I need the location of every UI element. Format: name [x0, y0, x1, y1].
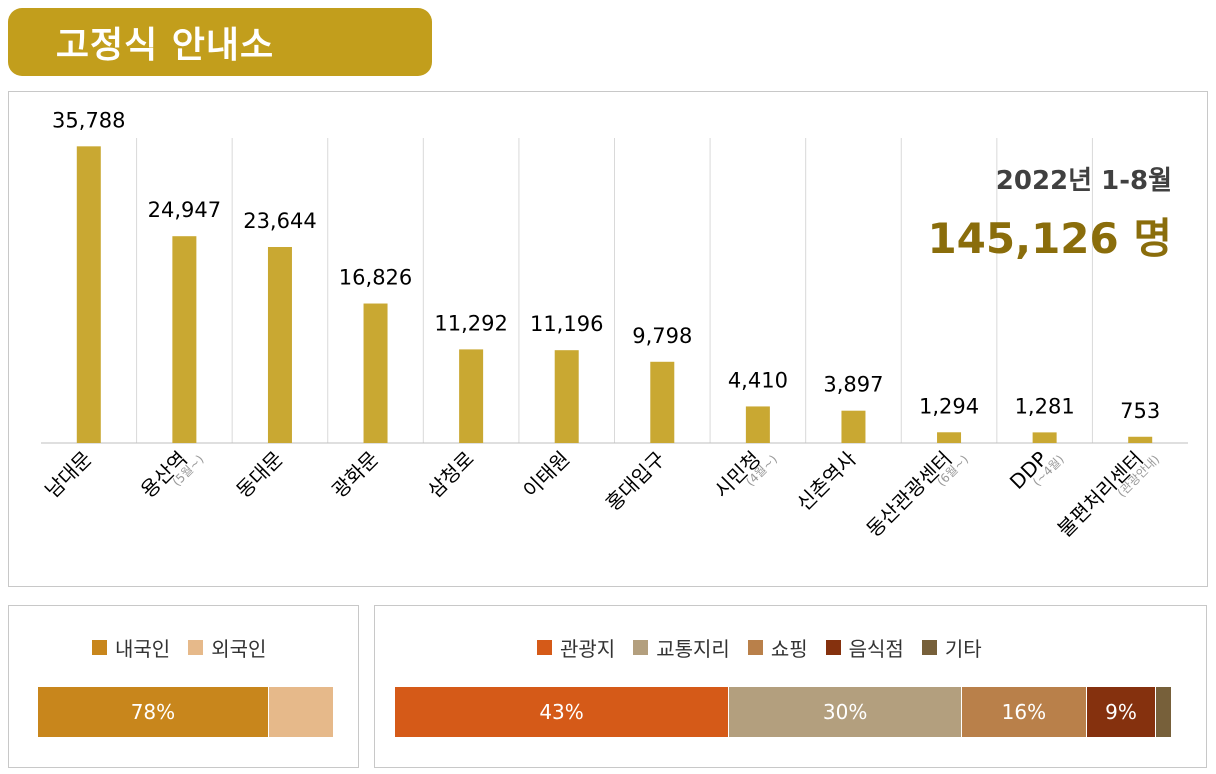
data-label: 1,281 — [1015, 394, 1075, 418]
legend-swatch — [825, 640, 841, 655]
title-banner: 고정식 안내소 — [8, 8, 432, 76]
legend-item: 쇼핑 — [747, 633, 808, 662]
legend-swatch — [921, 640, 937, 655]
bar — [937, 432, 962, 443]
category-label: 불편처리센터 — [1053, 447, 1148, 542]
legend-item: 내국인 — [92, 633, 170, 662]
bar — [363, 303, 388, 443]
category-label: 신촌역사 — [792, 447, 861, 516]
stack-segment: 9% — [1086, 687, 1157, 737]
bar — [554, 350, 579, 443]
bar — [1128, 436, 1153, 443]
data-label: 4,410 — [728, 368, 788, 392]
location-chart-panel — [8, 91, 1208, 587]
bar — [745, 406, 770, 443]
stack-segment: 16% — [962, 687, 1087, 737]
bar — [841, 410, 866, 443]
stack-segment — [1156, 687, 1172, 737]
category-label: 삼청로 — [423, 447, 479, 503]
location-bar-chart: 35,788남대문24,947용산역(5월~)23,644동대문16,826광화… — [40, 108, 1188, 542]
total-visitors: 145,126 명 — [927, 214, 1172, 263]
inquiry-type-legend: 관광지 교통지리 쇼핑 음식점 기타 — [537, 633, 1000, 662]
bar — [267, 247, 292, 443]
category-label: 동대문 — [231, 447, 287, 503]
data-label: 16,826 — [339, 266, 412, 290]
inquiry-type-stacked-bar: 43% 30% 16% 9% — [395, 687, 1172, 737]
total-period: 2022년 1-8월 — [995, 166, 1172, 196]
category-label: 남대문 — [40, 447, 96, 503]
nationality-panel — [8, 605, 359, 768]
bar — [650, 361, 675, 443]
data-label: 11,196 — [530, 312, 603, 336]
stack-segment: 78% — [38, 687, 269, 737]
legend-swatch — [633, 640, 649, 655]
category-label: 동산관광센터 — [862, 447, 957, 542]
legend-item: 관광지 — [537, 633, 615, 662]
legend-label: 외국인 — [211, 637, 267, 661]
data-label: 1,294 — [919, 394, 979, 418]
stack-segment: 30% — [729, 687, 963, 737]
legend-item: 교통지리 — [633, 633, 730, 662]
stack-segment: 43% — [395, 687, 730, 737]
legend-label: 쇼핑 — [770, 637, 808, 661]
category-label: 광화문 — [327, 447, 383, 503]
category-label: 홍대입구 — [601, 447, 670, 516]
legend-label: 음식점 — [848, 637, 904, 661]
category-label: 이태원 — [518, 447, 574, 503]
data-label: 753 — [1120, 399, 1160, 423]
legend-item: 기타 — [921, 633, 982, 662]
bar — [172, 236, 197, 443]
legend-label: 관광지 — [560, 637, 616, 661]
legend-item: 음식점 — [825, 633, 904, 662]
legend-swatch — [188, 640, 204, 655]
legend-label: 내국인 — [115, 637, 171, 661]
data-label: 24,947 — [148, 198, 221, 222]
page-title: 고정식 안내소 — [55, 25, 275, 66]
nationality-stacked-bar: 78% — [38, 687, 334, 737]
inquiry-type-panel — [374, 605, 1207, 768]
nationality-legend: 내국인 외국인 — [92, 633, 284, 662]
legend-label: 기타 — [944, 637, 982, 661]
legend-swatch — [747, 640, 763, 655]
legend-label: 교통지리 — [656, 637, 730, 661]
data-label: 11,292 — [434, 311, 507, 335]
data-label: 23,644 — [243, 209, 316, 233]
data-label: 9,798 — [632, 324, 692, 348]
legend-swatch — [537, 640, 552, 655]
bar — [459, 349, 484, 443]
data-label: 35,788 — [52, 108, 125, 132]
data-label: 3,897 — [823, 373, 883, 397]
bar — [1032, 432, 1057, 443]
legend-item: 외국인 — [188, 633, 266, 662]
legend-swatch — [92, 640, 107, 655]
stack-segment — [268, 687, 334, 737]
bar — [76, 146, 101, 444]
